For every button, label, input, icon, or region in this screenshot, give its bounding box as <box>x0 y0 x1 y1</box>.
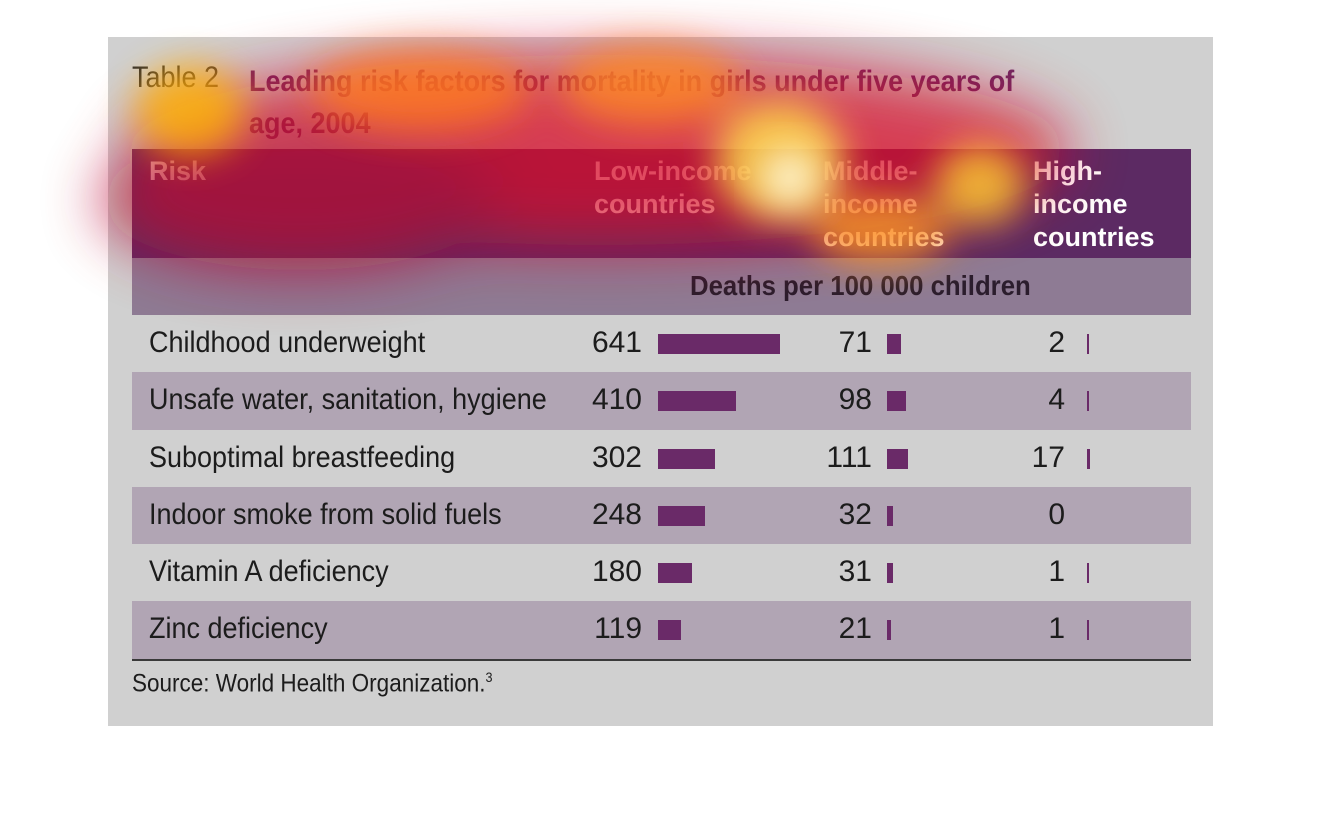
risk-label: Unsafe water, sanitation, hygiene <box>149 383 547 417</box>
middle-income-value: 31 <box>838 555 872 589</box>
low-income-bar <box>658 505 706 526</box>
source-note: Source: World Health Organization.3 <box>132 669 493 698</box>
low-income-value: 119 <box>594 612 642 646</box>
high-income-bar <box>1087 620 1089 641</box>
units-row: Deaths per 100 000 children <box>132 258 1191 315</box>
table-number: Table 2 <box>132 61 220 94</box>
table-row: Zinc deficiency 119 21 1 <box>132 601 1191 659</box>
low-income-value: 180 <box>591 555 642 589</box>
table-row: Suboptimal breastfeeding 302 111 17 <box>132 429 1191 487</box>
low-income-value: 248 <box>591 497 642 531</box>
risk-label: Childhood underweight <box>149 326 426 359</box>
table-row: Indoor smoke from solid fuels 248 32 0 <box>132 486 1191 545</box>
low-income-bar <box>658 334 780 354</box>
high-income-bar <box>1087 448 1091 469</box>
low-income-bar <box>658 448 716 469</box>
risk-label: Indoor smoke from solid fuels <box>149 497 502 531</box>
risk-label: Vitamin A deficiency <box>149 555 389 589</box>
low-income-value: 641 <box>591 326 642 359</box>
middle-income-bar <box>887 334 901 354</box>
table-body: Childhood underweight 641 71 2 Unsafe water,… <box>132 315 1191 659</box>
middle-income-value: 71 <box>838 326 872 359</box>
table-panel: Table 2 Leading risk factors for mortali… <box>108 37 1213 726</box>
high-income-value: 0 <box>1048 497 1065 531</box>
table-title: Leading risk factors for mortality in gi… <box>249 65 1015 140</box>
middle-income-bar <box>887 391 906 412</box>
high-income-value: 1 <box>1048 612 1065 646</box>
risk-label: Zinc deficiency <box>149 612 328 646</box>
low-income-value: 410 <box>591 383 642 417</box>
units-label: Deaths per 100 000 children <box>690 270 1031 301</box>
high-income-bar <box>1087 334 1089 354</box>
bottom-rule <box>132 658 1191 661</box>
middle-income-value: 21 <box>838 612 872 646</box>
table-row: Unsafe water, sanitation, hygiene 410 98 4 <box>132 372 1191 430</box>
table-row: Childhood underweight 641 71 2 <box>132 315 1191 373</box>
high-income-value: 1 <box>1048 555 1065 589</box>
data-table: Risk Low-income countries Middle- income… <box>132 149 1191 661</box>
risk-label: Suboptimal breastfeeding <box>149 440 456 474</box>
high-income-bar <box>1087 391 1089 412</box>
middle-income-bar <box>887 563 893 584</box>
high-income-value: 2 <box>1048 326 1065 359</box>
high-income-value: 4 <box>1048 383 1065 417</box>
header-middle-income: Middle- income countries <box>823 156 945 252</box>
low-income-value: 302 <box>591 440 642 474</box>
middle-income-value: 111 <box>826 440 872 474</box>
header-low-income: Low-income countries <box>594 156 752 219</box>
middle-income-bar <box>887 505 894 526</box>
header-high-income: High- income countries <box>1033 156 1155 252</box>
low-income-bar <box>658 620 681 641</box>
middle-income-value: 98 <box>838 383 872 417</box>
middle-income-bar <box>887 448 909 469</box>
high-income-value: 17 <box>1031 440 1065 474</box>
source-ref: 3 <box>485 669 493 685</box>
middle-income-bar <box>887 620 891 641</box>
source-text: Source: World Health Organization. <box>132 669 486 698</box>
high-income-bar <box>1087 563 1089 584</box>
low-income-bar <box>658 563 693 584</box>
table-header: Risk Low-income countries Middle- income… <box>132 149 1191 258</box>
middle-income-value: 32 <box>838 497 872 531</box>
header-risk: Risk <box>149 156 207 186</box>
low-income-bar <box>658 391 737 412</box>
table-row: Vitamin A deficiency 180 31 1 <box>132 544 1191 602</box>
